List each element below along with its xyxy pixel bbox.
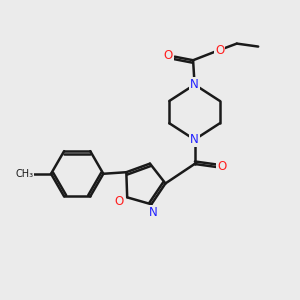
Text: O: O <box>217 160 226 173</box>
Text: O: O <box>164 49 173 62</box>
Text: N: N <box>190 133 199 146</box>
Text: O: O <box>114 195 124 208</box>
Text: N: N <box>148 206 157 219</box>
Text: CH₃: CH₃ <box>15 169 33 179</box>
Text: N: N <box>190 78 199 91</box>
Text: O: O <box>215 44 224 57</box>
